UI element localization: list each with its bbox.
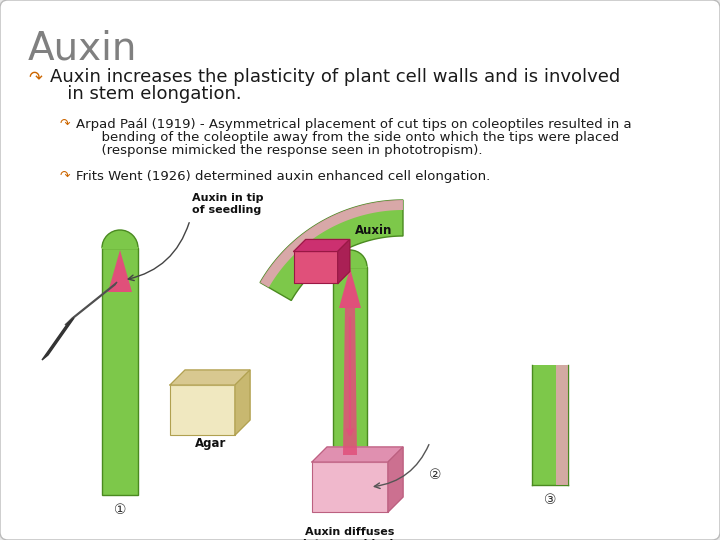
Text: ↷: ↷ [28, 68, 42, 86]
Text: ↷: ↷ [60, 170, 71, 183]
Text: Auxin: Auxin [355, 225, 392, 238]
Polygon shape [532, 365, 568, 485]
Polygon shape [388, 447, 403, 512]
Text: Auxin: Auxin [28, 30, 138, 68]
FancyBboxPatch shape [102, 248, 138, 495]
Text: (response mimicked the response seen in phototropism).: (response mimicked the response seen in … [76, 144, 482, 157]
Text: Auxin increases the plasticity of plant cell walls and is involved: Auxin increases the plasticity of plant … [50, 68, 620, 86]
Polygon shape [170, 370, 250, 385]
Polygon shape [338, 240, 350, 284]
Polygon shape [294, 240, 350, 252]
Text: Arpad Paál (1919) - Asymmetrical placement of cut tips on coleoptiles resulted i: Arpad Paál (1919) - Asymmetrical placeme… [76, 118, 631, 131]
Polygon shape [102, 247, 138, 249]
Polygon shape [260, 200, 403, 300]
Polygon shape [333, 266, 367, 268]
Polygon shape [235, 370, 250, 435]
Wedge shape [102, 230, 138, 248]
Wedge shape [333, 250, 367, 267]
Text: ①: ① [114, 503, 126, 517]
Text: Frits Went (1926) determined auxin enhanced cell elongation.: Frits Went (1926) determined auxin enhan… [76, 170, 490, 183]
Polygon shape [339, 268, 361, 308]
Polygon shape [65, 282, 117, 325]
Bar [170, 385, 235, 435]
Bar [312, 462, 388, 512]
Text: in stem elongation.: in stem elongation. [50, 85, 242, 103]
Polygon shape [556, 365, 568, 485]
Polygon shape [260, 200, 403, 287]
Polygon shape [108, 250, 132, 292]
Polygon shape [42, 318, 74, 360]
Polygon shape [343, 305, 357, 455]
Polygon shape [312, 447, 403, 462]
Text: ③: ③ [544, 493, 557, 507]
Text: ↷: ↷ [60, 118, 71, 131]
Text: Auxin in tip
of seedling: Auxin in tip of seedling [192, 193, 264, 215]
Text: Agar: Agar [195, 437, 226, 450]
Text: Auxin diffuses
into agar block: Auxin diffuses into agar block [303, 527, 397, 540]
Bar [294, 252, 338, 284]
Text: ②: ② [428, 468, 441, 482]
Text: bending of the coleoptile away from the side onto which the tips were placed: bending of the coleoptile away from the … [76, 131, 619, 144]
FancyBboxPatch shape [333, 267, 367, 460]
